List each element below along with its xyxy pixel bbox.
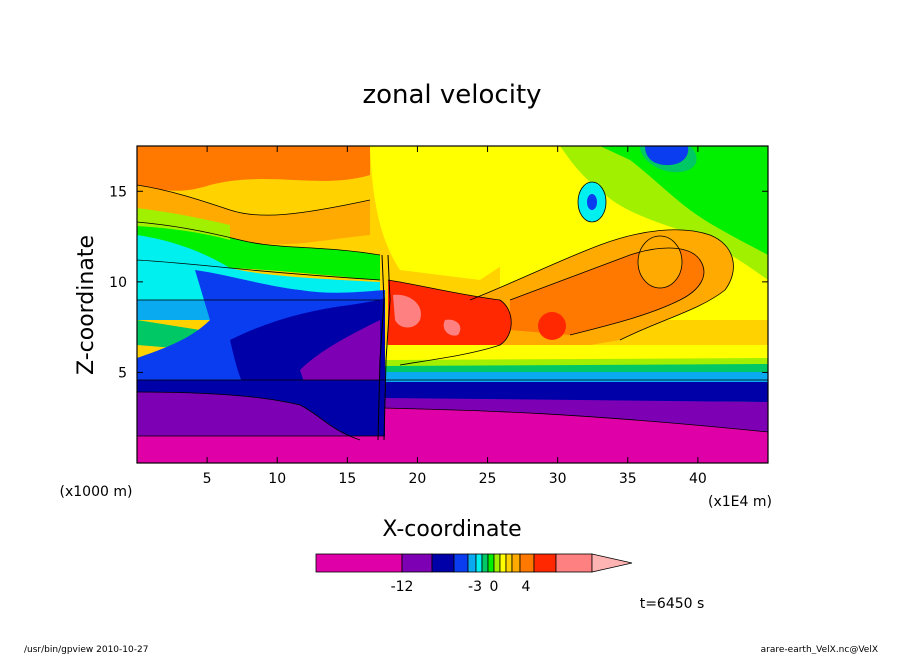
colorbar-swatch [481,553,489,573]
colorbar-label: -12 [391,579,414,595]
footer-left: /usr/bin/gpview 2010-10-27 [24,645,148,654]
x-tick-label: 20 [409,471,427,487]
x-tick-label: 35 [619,471,637,487]
y-tick-label: 10 [109,275,127,291]
x-tick-label: 25 [479,471,497,487]
colorbar-swatch [505,553,513,573]
colorbar-labels: -12 -3 0 4 [391,579,531,595]
colorbar-swatch [487,553,495,573]
colorbar-swatch [533,553,557,573]
y-axis-label: Z-coordinate [74,235,99,375]
colorbar-swatch [519,553,535,573]
colorbar-swatch [499,553,507,573]
colorbar-label: 0 [490,579,499,595]
colorbar-swatch [431,553,455,573]
x-tick-label: 10 [268,471,286,487]
colorbar-swatch [401,553,433,573]
x-tick-label: 15 [338,471,356,487]
colorbar-swatch [315,553,403,573]
x-axis-label: X-coordinate [382,517,521,542]
colorbar-swatch [475,553,483,573]
colorbar-swatch [555,553,593,573]
chart-title: zonal velocity [362,80,541,110]
colorbar-swatch [493,553,501,573]
x-axis-unit: (x1E4 m) [708,494,772,510]
y-axis-ticks: 5 10 15 [109,184,768,381]
y-axis-unit: (x1000 m) [60,484,133,500]
x-tick-label: 40 [689,471,707,487]
plot-frame [136,145,769,464]
y-tick-label: 15 [109,184,127,200]
colorbar-swatch [511,553,521,573]
colorbar-swatch [467,553,477,573]
x-tick-label: 30 [549,471,567,487]
contour-field [137,146,768,463]
footer-right: arare-earth_VelX.nc@VelX [761,645,878,654]
colorbar [315,553,633,573]
y-tick-label: 5 [118,365,127,381]
colorbar-label: 4 [522,579,531,595]
colorbar-swatch [453,553,469,573]
colorbar-extend-arrow [591,553,633,573]
x-axis-ticks: 5 10 15 20 25 30 35 40 [203,146,707,487]
time-label: t=6450 s [640,596,705,612]
colorbar-label: -3 [468,579,482,595]
x-tick-label: 5 [203,471,212,487]
